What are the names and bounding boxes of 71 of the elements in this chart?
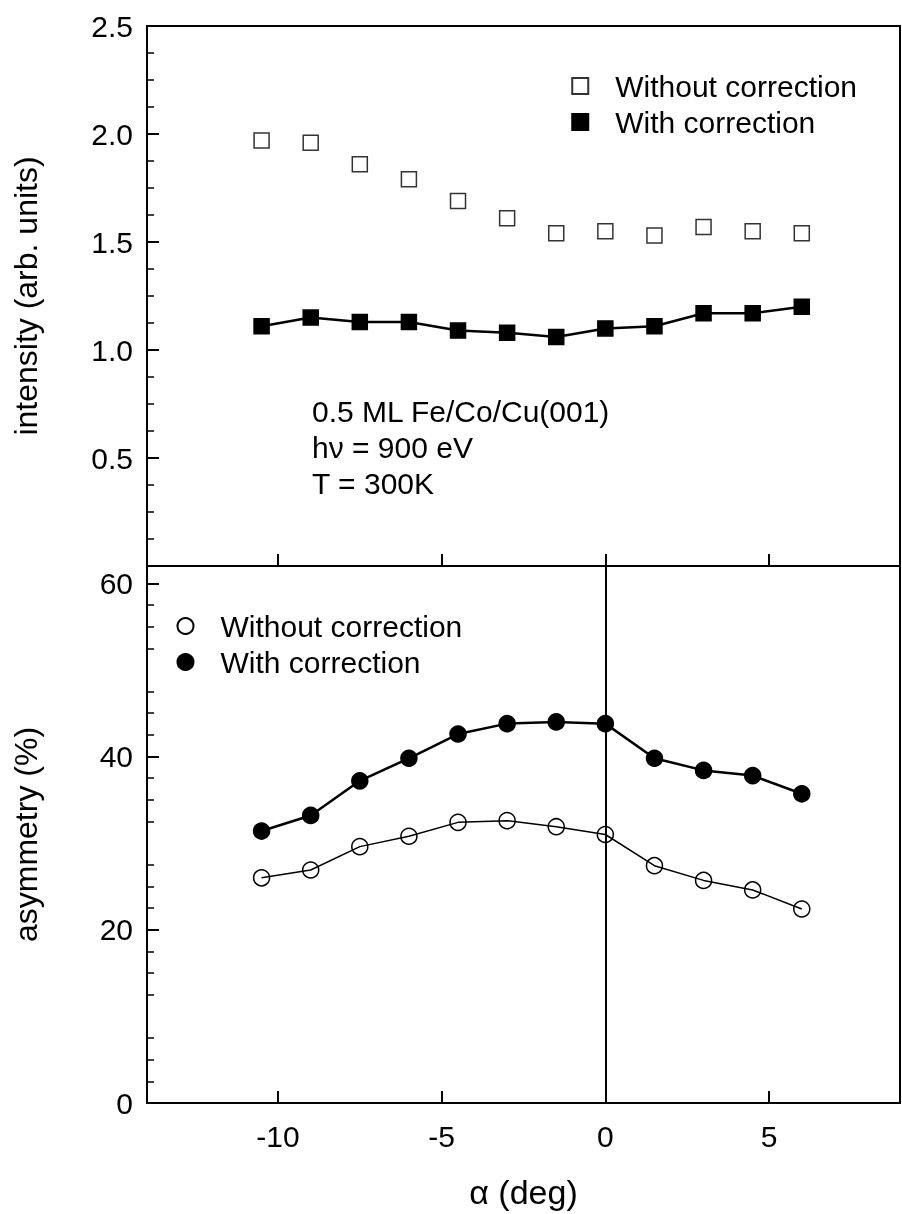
point — [400, 171, 418, 188]
point — [302, 309, 319, 326]
y-tick-label: 20 — [99, 913, 133, 947]
point — [646, 227, 663, 244]
point — [597, 320, 614, 337]
annotation: T = 300K — [312, 466, 435, 500]
point — [252, 869, 271, 887]
point — [302, 134, 319, 151]
annotation: hν = 900 eV — [312, 430, 473, 464]
point — [498, 324, 516, 341]
x-tick-label: -10 — [256, 1119, 300, 1153]
point — [252, 822, 271, 840]
y-tick-label: 2.0 — [91, 117, 133, 151]
point — [547, 328, 565, 346]
point — [400, 827, 418, 845]
point — [351, 155, 369, 173]
point — [253, 317, 270, 335]
point — [744, 305, 761, 322]
y-tick-label: 0.5 — [91, 441, 133, 475]
point — [646, 317, 663, 335]
point — [694, 761, 713, 780]
point — [351, 772, 369, 790]
point — [449, 813, 467, 832]
point — [793, 900, 811, 918]
point — [695, 218, 712, 236]
point — [743, 881, 762, 899]
point — [695, 305, 712, 322]
legend-label: Without correction — [220, 609, 463, 643]
point — [253, 132, 270, 149]
point — [547, 817, 565, 836]
point — [743, 766, 762, 785]
y-axis-title: asymmetry (%) — [8, 726, 44, 943]
y-tick-label: 2.5 — [91, 9, 133, 43]
point — [301, 861, 320, 879]
point — [547, 713, 565, 731]
point — [351, 837, 369, 856]
point — [793, 225, 811, 242]
point — [596, 825, 615, 844]
point — [301, 806, 320, 825]
point — [449, 192, 467, 210]
y-tick-label: 1.5 — [91, 225, 133, 259]
y-tick-label: 60 — [99, 566, 133, 600]
point — [449, 322, 467, 339]
point — [596, 714, 615, 733]
x-tick-label: 5 — [760, 1119, 778, 1153]
y-tick-label: 0 — [116, 1086, 133, 1120]
point — [597, 222, 614, 240]
point — [744, 222, 761, 240]
legend-label: Without correction — [615, 69, 858, 103]
point — [498, 209, 516, 227]
point — [498, 811, 516, 830]
point — [400, 313, 418, 331]
point — [449, 725, 467, 743]
y-tick-label: 40 — [99, 740, 133, 774]
legend-label: With correction — [220, 645, 421, 679]
point — [694, 871, 713, 890]
y-tick-label: 1.0 — [91, 333, 133, 367]
point — [793, 785, 811, 803]
point — [645, 749, 664, 768]
point — [351, 313, 369, 331]
point — [498, 714, 516, 733]
x-tick-label: -5 — [428, 1119, 455, 1153]
annotation: 0.5 ML Fe/Co/Cu(001) — [312, 394, 610, 428]
x-axis-title: α (deg) — [469, 1173, 578, 1211]
point — [793, 298, 811, 316]
legend-label: With correction — [615, 105, 816, 139]
point — [400, 749, 418, 768]
point — [645, 856, 664, 875]
y-axis-title: intensity (arb. units) — [8, 156, 44, 436]
point — [547, 225, 565, 242]
x-tick-label: 0 — [597, 1119, 614, 1153]
